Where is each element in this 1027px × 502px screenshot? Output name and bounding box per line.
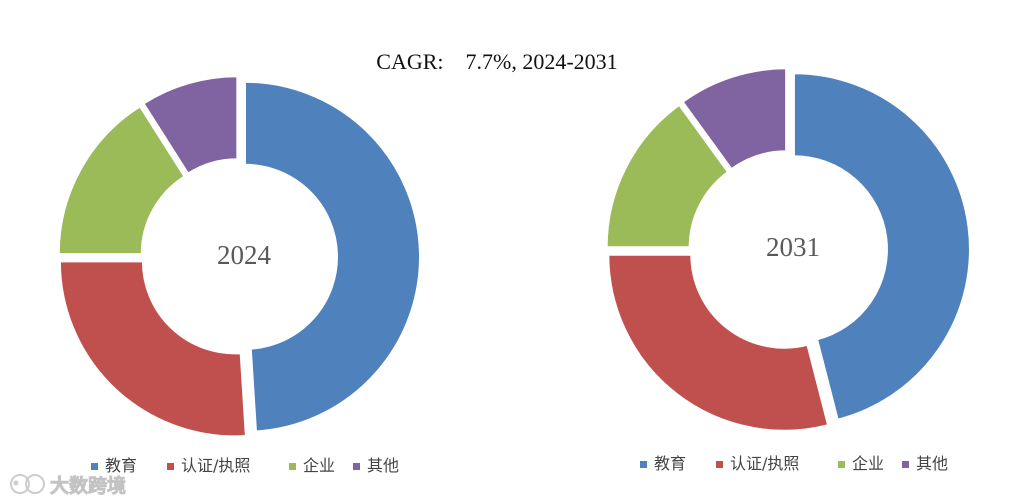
legend-swatch [902, 461, 909, 468]
pie-slice-certification [58, 260, 247, 438]
pie-slice-other [142, 75, 239, 175]
legend-item-certification: 认证/执照 [167, 456, 250, 475]
legend-item-education: 教育 [91, 456, 137, 475]
pie-slice-education [243, 80, 422, 433]
legend-swatch [167, 463, 174, 470]
legend-label: 其他 [367, 456, 399, 475]
legend-swatch [716, 461, 723, 468]
legend-item-enterprise: 企业 [289, 456, 335, 475]
legend-2031: 教育 认证/执照 企业 其他 [640, 454, 948, 473]
pie-slice-other [681, 67, 788, 171]
legend-2024: 教育 认证/执照 企业 其他 [91, 456, 399, 475]
donut-chart-2024: 2024 [57, 75, 422, 438]
donut-center-label: 2024 [217, 240, 272, 270]
pie-slice-education [792, 72, 971, 421]
legend-swatch [640, 461, 647, 468]
donut-center-label: 2031 [766, 232, 820, 262]
legend-label: 其他 [916, 454, 948, 473]
legend-swatch [838, 461, 845, 468]
legend-item-other: 其他 [902, 454, 948, 473]
legend-label: 认证/执照 [730, 454, 799, 473]
pie-slice-certification [607, 253, 830, 432]
watermark-text: 大数跨境 [50, 474, 126, 497]
legend-label: 企业 [303, 456, 335, 475]
legend-item-other: 其他 [353, 456, 399, 475]
legend-label: 教育 [654, 454, 686, 473]
legend-swatch [289, 463, 296, 470]
legend-label: 企业 [852, 454, 884, 473]
legend-label: 认证/执照 [181, 456, 250, 475]
pie-slice-enterprise [605, 103, 730, 249]
watermark: 大数跨境 [10, 474, 126, 497]
legend-label: 教育 [105, 456, 137, 475]
legend-swatch [91, 463, 98, 470]
pie-slice-enterprise [57, 104, 186, 256]
legend-swatch [353, 463, 360, 470]
chart-title: CAGR: 7.7%, 2024-2031 [376, 49, 617, 74]
legend-item-certification: 认证/执照 [716, 454, 799, 473]
legend-item-enterprise: 企业 [838, 454, 884, 473]
legend-item-education: 教育 [640, 454, 686, 473]
donut-chart-2031: 2031 [605, 67, 971, 432]
watermark-logo-icon [10, 474, 45, 494]
